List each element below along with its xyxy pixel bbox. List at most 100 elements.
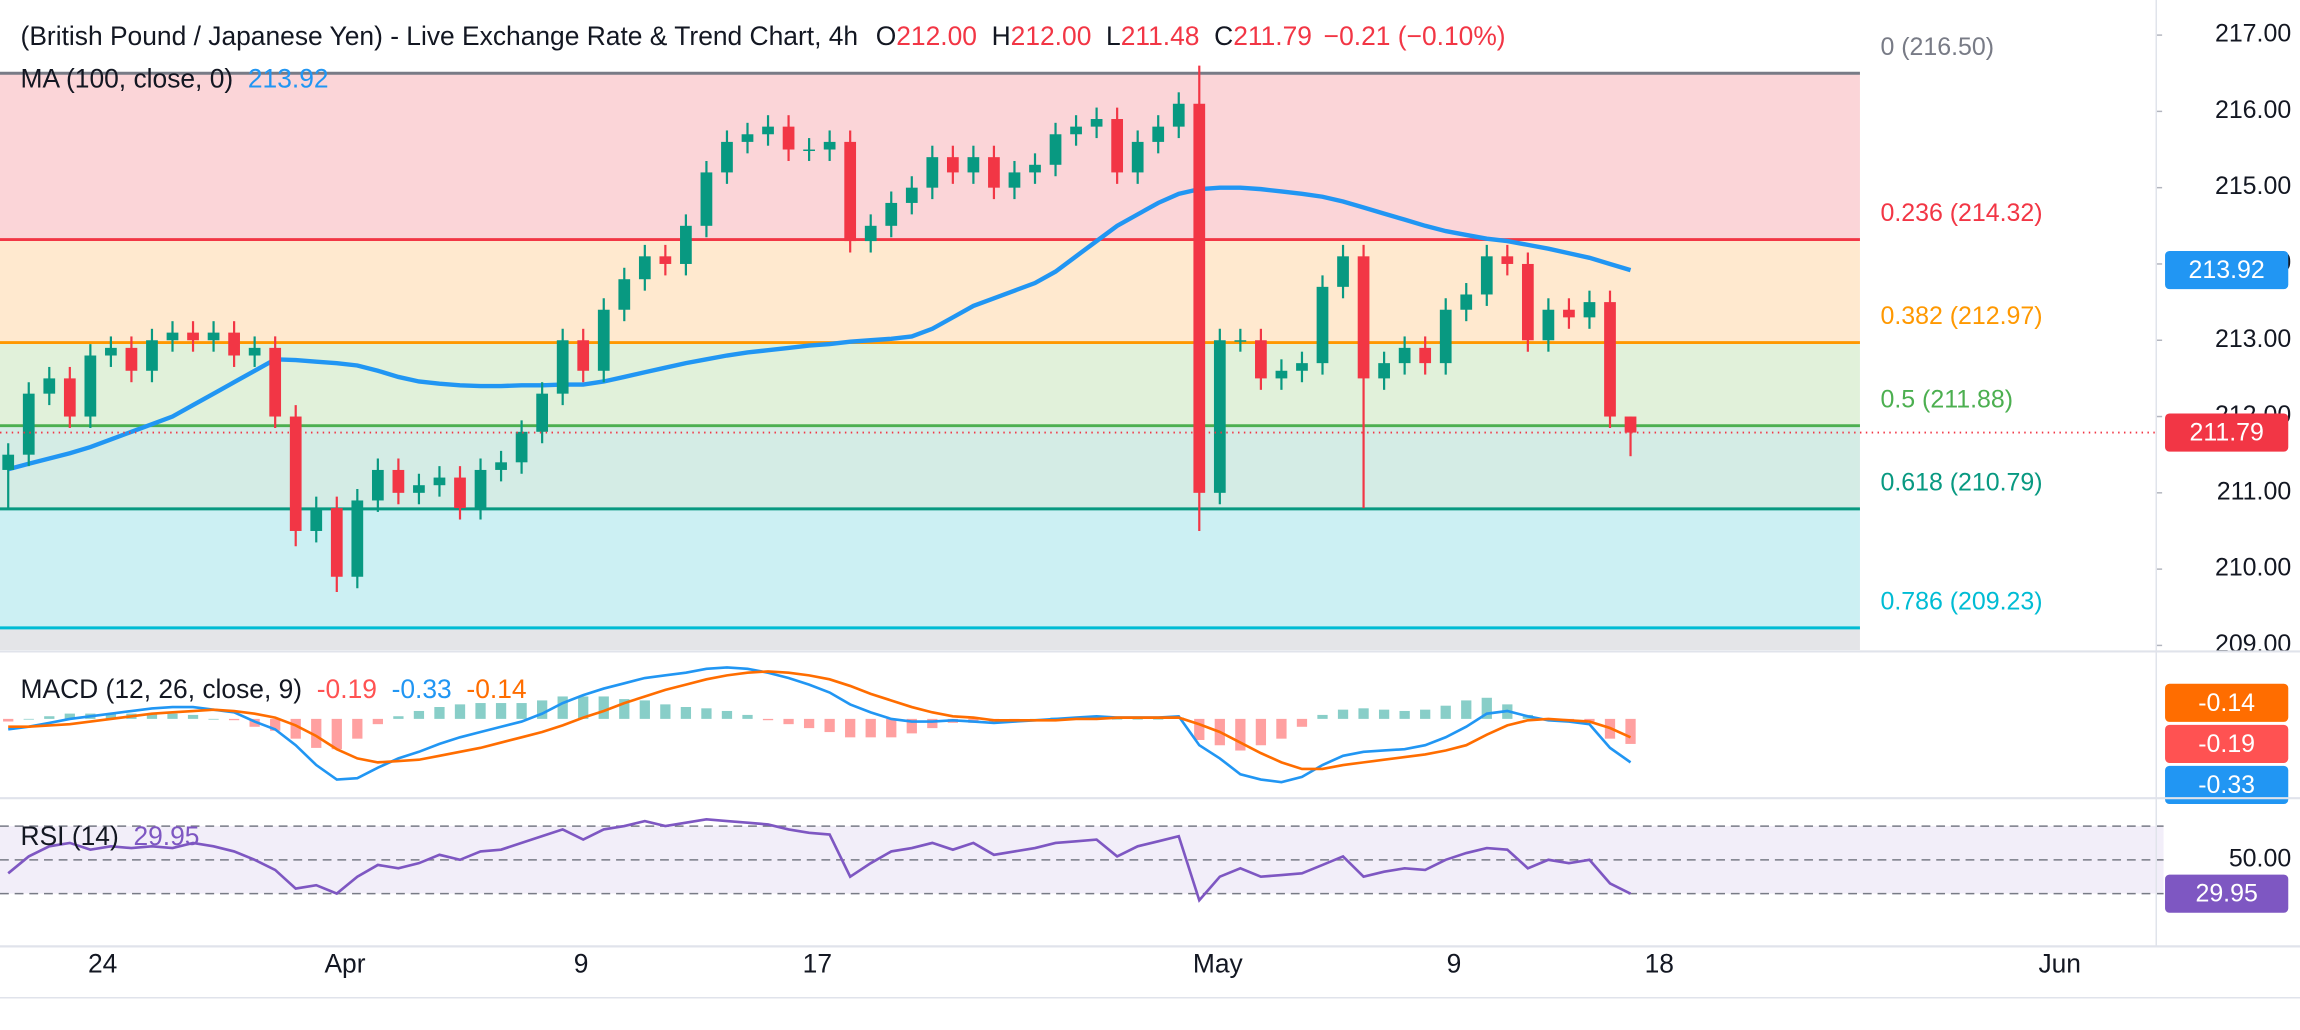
macd-histogram-bar (393, 716, 404, 719)
macd-histogram-bar (906, 718, 917, 734)
candle-body (905, 187, 918, 203)
macd-histogram-bar (1399, 710, 1410, 719)
macd-histogram-bar (187, 714, 199, 719)
macd-price-label: -0.14 (2198, 689, 2255, 717)
candle-body (1316, 286, 1329, 364)
macd-histogram-bar (23, 718, 34, 720)
x-tick-label: Jun (2038, 948, 2081, 978)
candle-body (146, 340, 158, 371)
candle-body (1029, 164, 1041, 173)
macd-histogram-bar (208, 718, 219, 720)
ma-legend: MA (100, close, 0) 213.92 (21, 64, 329, 94)
ma-price-label: 213.92 (2189, 256, 2265, 284)
macd-histogram-bar (434, 707, 445, 719)
candle-body (1337, 256, 1349, 287)
macd-line (8, 670, 1632, 771)
y-tick-label: 210.00 (2215, 554, 2291, 582)
macd-histogram-bar (475, 703, 486, 719)
macd-price-label-bg (2165, 724, 2289, 763)
candle-body (885, 202, 898, 226)
ma-price-label-bg (2165, 250, 2289, 290)
macd-histogram-bar (372, 718, 383, 725)
candle-body (1296, 363, 1308, 371)
candle-body (1193, 103, 1206, 493)
macd-line (8, 666, 1632, 784)
macd-histogram-bar (721, 710, 733, 719)
candle-body (803, 149, 815, 151)
candle-body (84, 355, 97, 417)
candle-body (515, 431, 528, 463)
candle-body (577, 340, 590, 371)
fib-band (0, 508, 1860, 628)
macd-histogram-bar (865, 718, 876, 738)
macd-histogram-bar (578, 696, 589, 719)
macd-price-label-bg (2165, 765, 2289, 805)
candle-body (1172, 103, 1185, 127)
candle-body (741, 134, 754, 142)
fib-label: 0.5 (211.88) (1880, 385, 2013, 413)
candle-body (618, 279, 631, 310)
macd-histogram-bar (762, 718, 774, 721)
candle-body (823, 141, 836, 150)
candle-body (1542, 309, 1555, 341)
macd-histogram-bar (927, 718, 938, 729)
candle-body (536, 393, 549, 432)
candle-body (1583, 302, 1596, 318)
macd-histogram-bar (742, 714, 753, 719)
macd-histogram-bar (167, 713, 178, 719)
candle-body (680, 225, 692, 264)
macd-price-label: -0.33 (2198, 771, 2255, 799)
macd-title: MACD (12, 26, close, 9) (21, 674, 303, 704)
candle-body (967, 157, 980, 173)
macd-histogram-bar (1440, 705, 1451, 719)
candle-body (762, 126, 774, 135)
candle-body (351, 500, 364, 577)
candle-body (597, 309, 610, 371)
candle-body (1213, 340, 1226, 493)
macd-histogram-bar (1235, 718, 1246, 751)
candle-body (63, 378, 76, 417)
rsi-legend: RSI (14) 29.95 (21, 821, 200, 851)
fib-band (0, 425, 1860, 509)
candle-body (659, 256, 672, 264)
last-price-label-bg (2165, 413, 2289, 452)
macd-histogram-bar (44, 716, 55, 719)
x-tick-label: 9 (574, 948, 589, 978)
candle-body (700, 172, 713, 226)
candle-body (1357, 256, 1370, 379)
y-tick-label: 211.00 (2217, 477, 2291, 505)
rsi-price-label: 29.95 (2195, 880, 2257, 908)
macd-histogram-bar (639, 700, 650, 719)
macd-histogram-bar (270, 718, 281, 731)
candle-body (1131, 141, 1144, 173)
macd-histogram-bar (1153, 718, 1164, 720)
candle-body (864, 225, 877, 242)
candle-body (330, 508, 343, 577)
macd-histogram-bar (1296, 718, 1308, 727)
macd-histogram-bar (845, 718, 856, 738)
candle-body (1460, 294, 1473, 310)
candle-body (1049, 134, 1062, 165)
price-change: −0.21 (−0.10%) (1324, 21, 1506, 51)
candle-body (988, 157, 1000, 188)
candle-body (638, 256, 651, 280)
macd-series-value: -0.33 (392, 674, 452, 704)
last-price-label: 211.79 (2189, 419, 2263, 447)
rsi-price-label-bg (2165, 874, 2289, 913)
candle-body (1501, 256, 1514, 264)
y-tick-label: 50.00 (2229, 844, 2291, 872)
candle-body (556, 340, 569, 394)
candle-body (782, 126, 795, 150)
candle-body (1480, 256, 1493, 295)
macd-histogram-bar (1378, 709, 1390, 719)
ma-name: MA (100, close, 0) (21, 64, 234, 94)
quote-value: 211.48 (1121, 21, 1200, 51)
quote-value: 212.00 (896, 21, 977, 51)
macd-histogram-bar (413, 710, 425, 719)
candle-body (248, 347, 261, 356)
candle-body (43, 378, 56, 394)
macd-histogram-bar (680, 707, 692, 719)
header: (British Pound / Japanese Yen) - Live Ex… (21, 21, 1506, 51)
